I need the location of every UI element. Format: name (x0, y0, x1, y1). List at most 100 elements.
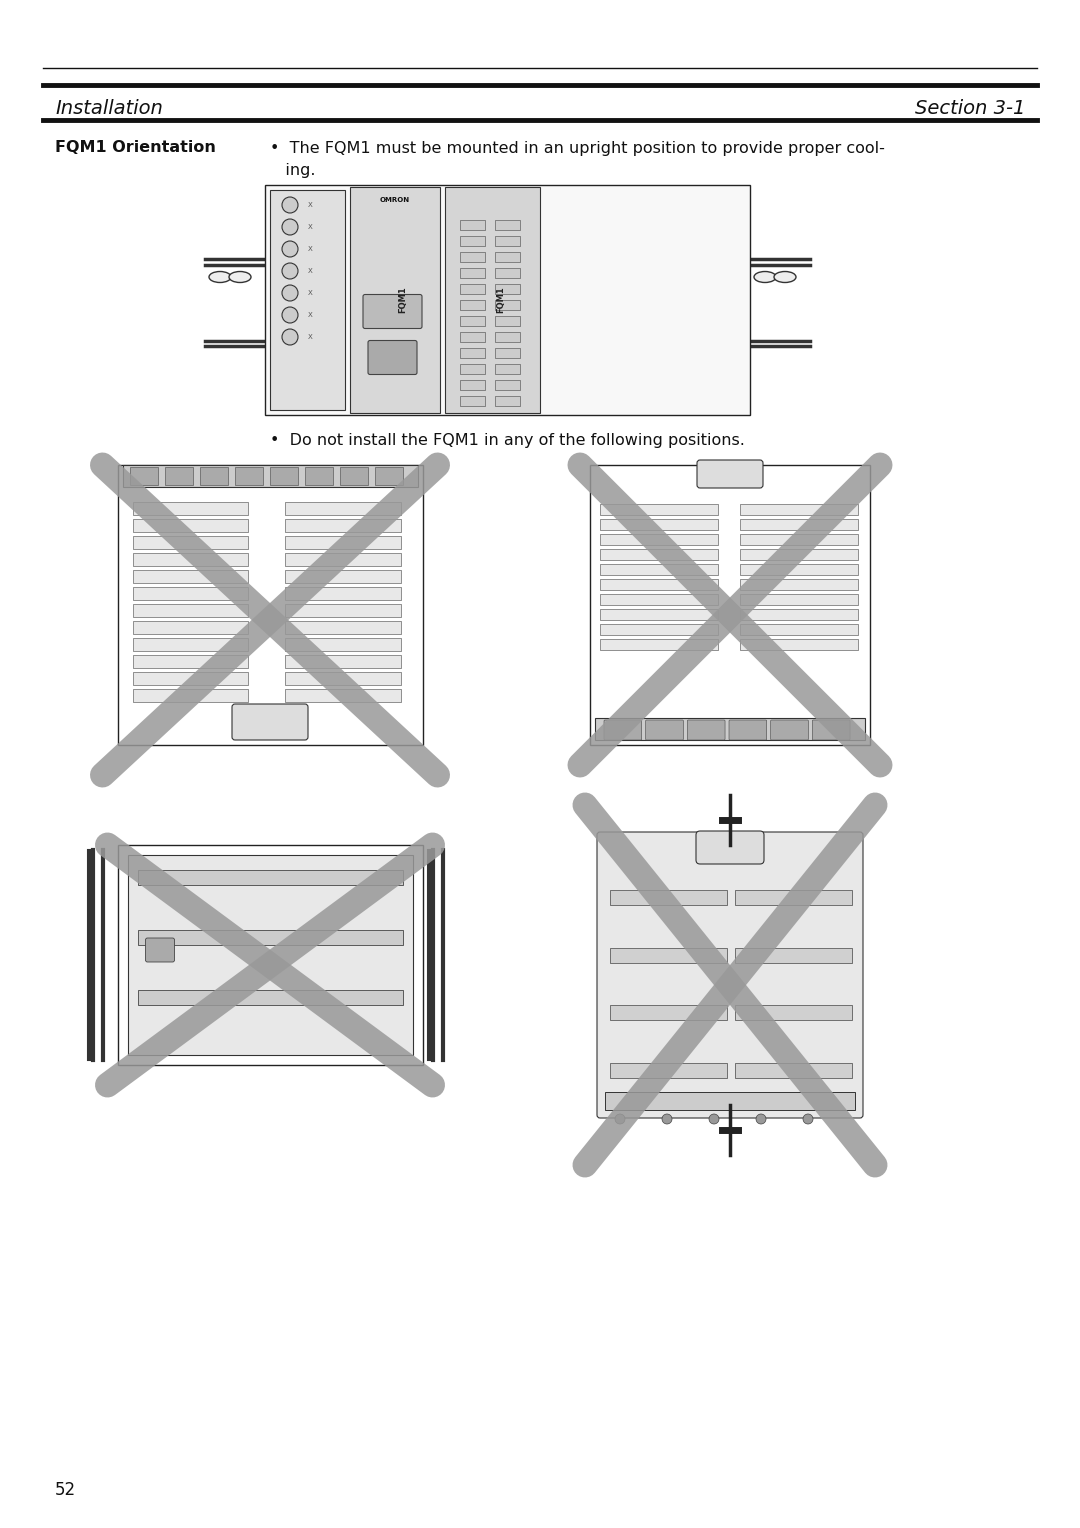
Bar (735, 947, 852, 963)
Circle shape (708, 1114, 719, 1125)
Bar (460, 299, 485, 310)
Bar (133, 639, 248, 651)
Bar (740, 594, 858, 605)
Bar (735, 889, 852, 905)
Text: X: X (308, 202, 312, 208)
Bar (600, 504, 717, 515)
Bar (600, 610, 717, 620)
Bar (600, 533, 717, 545)
Bar (285, 520, 401, 532)
Bar (460, 235, 485, 246)
Ellipse shape (210, 272, 231, 283)
FancyBboxPatch shape (363, 295, 422, 329)
Circle shape (282, 263, 298, 280)
Bar (285, 587, 401, 601)
Bar (740, 610, 858, 620)
Bar (133, 656, 248, 668)
Bar (133, 503, 248, 515)
Text: 52: 52 (55, 1481, 76, 1499)
Circle shape (282, 307, 298, 322)
Text: FQM1: FQM1 (496, 287, 505, 313)
Bar (460, 316, 485, 325)
Circle shape (282, 219, 298, 235)
Text: X: X (308, 225, 312, 231)
Bar (600, 520, 717, 530)
Text: FQM1: FQM1 (399, 287, 407, 313)
Bar (118, 845, 422, 1065)
Bar (495, 252, 519, 261)
Bar (740, 579, 858, 590)
Bar (127, 856, 413, 1054)
Bar (285, 553, 401, 565)
Text: Installation: Installation (55, 98, 163, 118)
Bar (595, 718, 865, 740)
Text: OMRON: OMRON (380, 197, 410, 203)
Bar (133, 672, 248, 685)
Bar (137, 990, 403, 1005)
Circle shape (282, 241, 298, 257)
Bar (495, 332, 519, 342)
Text: ing.: ing. (270, 162, 315, 177)
FancyBboxPatch shape (812, 720, 850, 740)
Ellipse shape (229, 272, 251, 283)
Bar (133, 604, 248, 617)
Text: X: X (308, 335, 312, 341)
Bar (610, 1062, 727, 1077)
FancyBboxPatch shape (697, 460, 762, 487)
Bar (340, 468, 368, 484)
Bar (118, 465, 422, 746)
Bar (460, 332, 485, 342)
Bar (285, 604, 401, 617)
Bar (740, 564, 858, 575)
Bar (133, 536, 248, 549)
Bar (460, 252, 485, 261)
Bar (285, 639, 401, 651)
Bar (495, 348, 519, 358)
Bar (133, 570, 248, 584)
Bar (122, 465, 418, 487)
Circle shape (282, 286, 298, 301)
Text: X: X (308, 312, 312, 318)
Bar (306, 468, 334, 484)
Bar (460, 348, 485, 358)
Text: X: X (308, 290, 312, 296)
Bar (285, 503, 401, 515)
Bar (495, 284, 519, 293)
Bar (285, 656, 401, 668)
Bar (285, 672, 401, 685)
Bar (460, 220, 485, 231)
Text: •  The FQM1 must be mounted in an upright position to provide proper cool-: • The FQM1 must be mounted in an upright… (270, 141, 885, 156)
Bar (740, 549, 858, 559)
Text: FQM1 Orientation: FQM1 Orientation (55, 141, 216, 156)
Bar (740, 639, 858, 649)
Circle shape (282, 329, 298, 345)
Bar (495, 220, 519, 231)
Bar (265, 185, 750, 416)
Circle shape (662, 1114, 672, 1125)
FancyBboxPatch shape (696, 831, 764, 863)
FancyBboxPatch shape (771, 720, 809, 740)
Bar (460, 284, 485, 293)
Text: Section 3-1: Section 3-1 (915, 98, 1025, 118)
Bar (600, 564, 717, 575)
Bar (460, 380, 485, 390)
Bar (285, 689, 401, 701)
Bar (740, 520, 858, 530)
Bar (285, 570, 401, 584)
Bar (460, 364, 485, 374)
FancyBboxPatch shape (232, 704, 308, 740)
Bar (445, 186, 540, 413)
Bar (133, 553, 248, 565)
Bar (735, 1062, 852, 1077)
FancyBboxPatch shape (646, 720, 684, 740)
Ellipse shape (754, 272, 777, 283)
Bar (285, 536, 401, 549)
Bar (495, 267, 519, 278)
Bar (270, 189, 345, 410)
Bar (600, 549, 717, 559)
Bar (200, 468, 228, 484)
Bar (495, 316, 519, 325)
Bar (164, 468, 192, 484)
Bar (600, 579, 717, 590)
Bar (600, 594, 717, 605)
